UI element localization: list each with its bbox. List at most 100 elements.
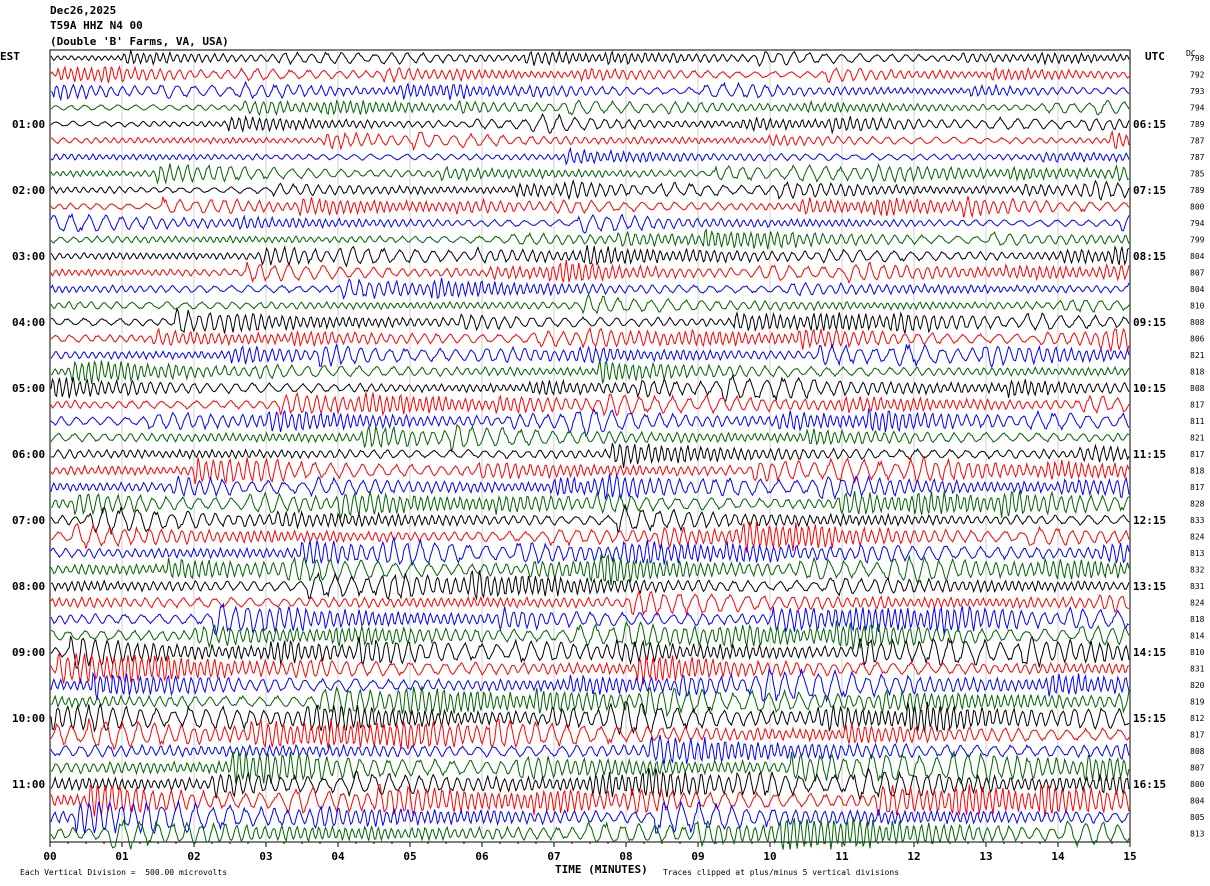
seismic-trace bbox=[50, 701, 1130, 736]
dc-offset-label: 799 bbox=[1190, 236, 1205, 245]
x-tick-label: 08 bbox=[619, 850, 632, 863]
seismic-trace bbox=[50, 146, 1130, 166]
x-tick-label: 11 bbox=[835, 850, 849, 863]
dc-offset-label: 813 bbox=[1190, 549, 1205, 558]
dc-offset-label: 818 bbox=[1190, 615, 1205, 624]
seismic-trace bbox=[50, 783, 1130, 817]
dc-offset-label: 828 bbox=[1190, 500, 1205, 509]
left-hour-label: 07:00 bbox=[12, 514, 45, 527]
dc-offset-label: 814 bbox=[1190, 632, 1205, 641]
dc-offset-label: 808 bbox=[1190, 747, 1205, 756]
left-hour-label: 11:00 bbox=[12, 778, 45, 791]
seismic-trace bbox=[50, 553, 1130, 586]
chart-date: Dec26,2025 bbox=[50, 4, 117, 17]
right-hour-label: 14:15 bbox=[1133, 646, 1166, 659]
dc-offset-label: 807 bbox=[1190, 764, 1205, 773]
seismic-trace bbox=[50, 570, 1130, 601]
seismic-trace bbox=[50, 65, 1130, 84]
left-hour-label: 08:00 bbox=[12, 580, 45, 593]
seismic-trace bbox=[50, 99, 1130, 116]
seismic-trace bbox=[50, 442, 1130, 468]
x-tick-label: 02 bbox=[187, 850, 200, 863]
vertical-scale-note: Each Vertical Division = 500.00 microvol… bbox=[20, 868, 228, 877]
right-hour-label: 16:15 bbox=[1133, 778, 1166, 791]
dc-offset-label: 818 bbox=[1190, 368, 1205, 377]
left-hour-label: 03:00 bbox=[12, 250, 45, 263]
right-hour-label: 15:15 bbox=[1133, 712, 1166, 725]
x-tick-label: 13 bbox=[979, 850, 992, 863]
dc-offset-label: 804 bbox=[1190, 797, 1205, 806]
left-timezone-label: EST bbox=[0, 50, 20, 63]
seismic-trace bbox=[50, 456, 1130, 485]
dc-offset-label: 794 bbox=[1190, 104, 1205, 113]
x-tick-label: 09 bbox=[691, 850, 704, 863]
seismic-trace bbox=[50, 212, 1130, 234]
dc-offset-label: 818 bbox=[1190, 467, 1205, 476]
dc-offset-label: 817 bbox=[1190, 731, 1205, 740]
seismic-trace bbox=[50, 734, 1130, 765]
dc-offset-label: 798 bbox=[1190, 54, 1205, 63]
x-tick-label: 01 bbox=[115, 850, 129, 863]
dc-offset-label: 800 bbox=[1190, 203, 1205, 212]
seismic-trace bbox=[50, 652, 1130, 685]
station-location: (Double 'B' Farms, VA, USA) bbox=[50, 35, 229, 48]
seismic-trace bbox=[50, 521, 1130, 553]
seismic-trace bbox=[50, 307, 1130, 334]
seismic-trace bbox=[50, 392, 1130, 417]
seismic-trace bbox=[50, 293, 1130, 315]
dc-offset-label: 832 bbox=[1190, 566, 1205, 575]
x-tick-label: 03 bbox=[259, 850, 272, 863]
seismic-trace bbox=[50, 767, 1130, 801]
x-tick-label: 15 bbox=[1123, 850, 1136, 863]
right-hour-label: 12:15 bbox=[1133, 514, 1166, 527]
dc-offset-label: 810 bbox=[1190, 302, 1205, 311]
dc-offset-label: 808 bbox=[1190, 318, 1205, 327]
seismic-trace bbox=[50, 423, 1130, 454]
seismic-trace bbox=[50, 113, 1130, 135]
seismic-trace bbox=[50, 490, 1130, 520]
dc-offset-label: 813 bbox=[1190, 830, 1205, 839]
left-hour-label: 06:00 bbox=[12, 448, 45, 461]
dc-offset-label: 812 bbox=[1190, 714, 1205, 723]
seismic-trace bbox=[50, 799, 1130, 835]
x-axis-title: TIME (MINUTES) bbox=[555, 863, 648, 876]
seismic-trace bbox=[50, 717, 1130, 751]
dc-offset-label: 806 bbox=[1190, 335, 1205, 344]
right-hour-label: 08:15 bbox=[1133, 250, 1166, 263]
dc-offset-label: 824 bbox=[1190, 533, 1205, 542]
x-tick-label: 06 bbox=[475, 850, 489, 863]
dc-offset-label: 804 bbox=[1190, 285, 1205, 294]
left-hour-label: 02:00 bbox=[12, 184, 45, 197]
dc-offset-label: 794 bbox=[1190, 219, 1205, 228]
station-id: T59A HHZ N4 00 bbox=[50, 19, 143, 32]
x-tick-label: 07 bbox=[547, 850, 560, 863]
left-hour-label: 09:00 bbox=[12, 646, 45, 659]
dc-offset-label: 820 bbox=[1190, 681, 1205, 690]
seismic-trace bbox=[50, 277, 1130, 300]
seismic-trace bbox=[50, 620, 1130, 650]
right-hour-label: 09:15 bbox=[1133, 316, 1166, 329]
dc-offset-label: 805 bbox=[1190, 813, 1205, 822]
seismic-trace bbox=[50, 50, 1130, 68]
x-tick-label: 05 bbox=[403, 850, 416, 863]
x-tick-label: 04 bbox=[331, 850, 345, 863]
seismic-trace bbox=[50, 407, 1130, 437]
dc-offset-label: 789 bbox=[1190, 186, 1205, 195]
dc-offset-label: 793 bbox=[1190, 87, 1205, 96]
dc-offset-label: 817 bbox=[1190, 450, 1205, 459]
dc-offset-label: 824 bbox=[1190, 599, 1205, 608]
right-timezone-label: UTC bbox=[1145, 50, 1165, 63]
seismic-trace bbox=[50, 244, 1130, 268]
seismic-trace bbox=[50, 228, 1130, 250]
right-hour-label: 11:15 bbox=[1133, 448, 1166, 461]
clip-note: Traces clipped at plus/minus 5 vertical … bbox=[663, 868, 900, 877]
dc-offset-label: 817 bbox=[1190, 401, 1205, 410]
right-hour-label: 07:15 bbox=[1133, 184, 1166, 197]
dc-offset-label: 821 bbox=[1190, 434, 1205, 443]
dc-offset-label: 817 bbox=[1190, 483, 1205, 492]
dc-offset-label: 789 bbox=[1190, 120, 1205, 129]
x-tick-label: 14 bbox=[1051, 850, 1065, 863]
seismic-trace bbox=[50, 635, 1130, 669]
dc-offset-label: 787 bbox=[1190, 137, 1205, 146]
